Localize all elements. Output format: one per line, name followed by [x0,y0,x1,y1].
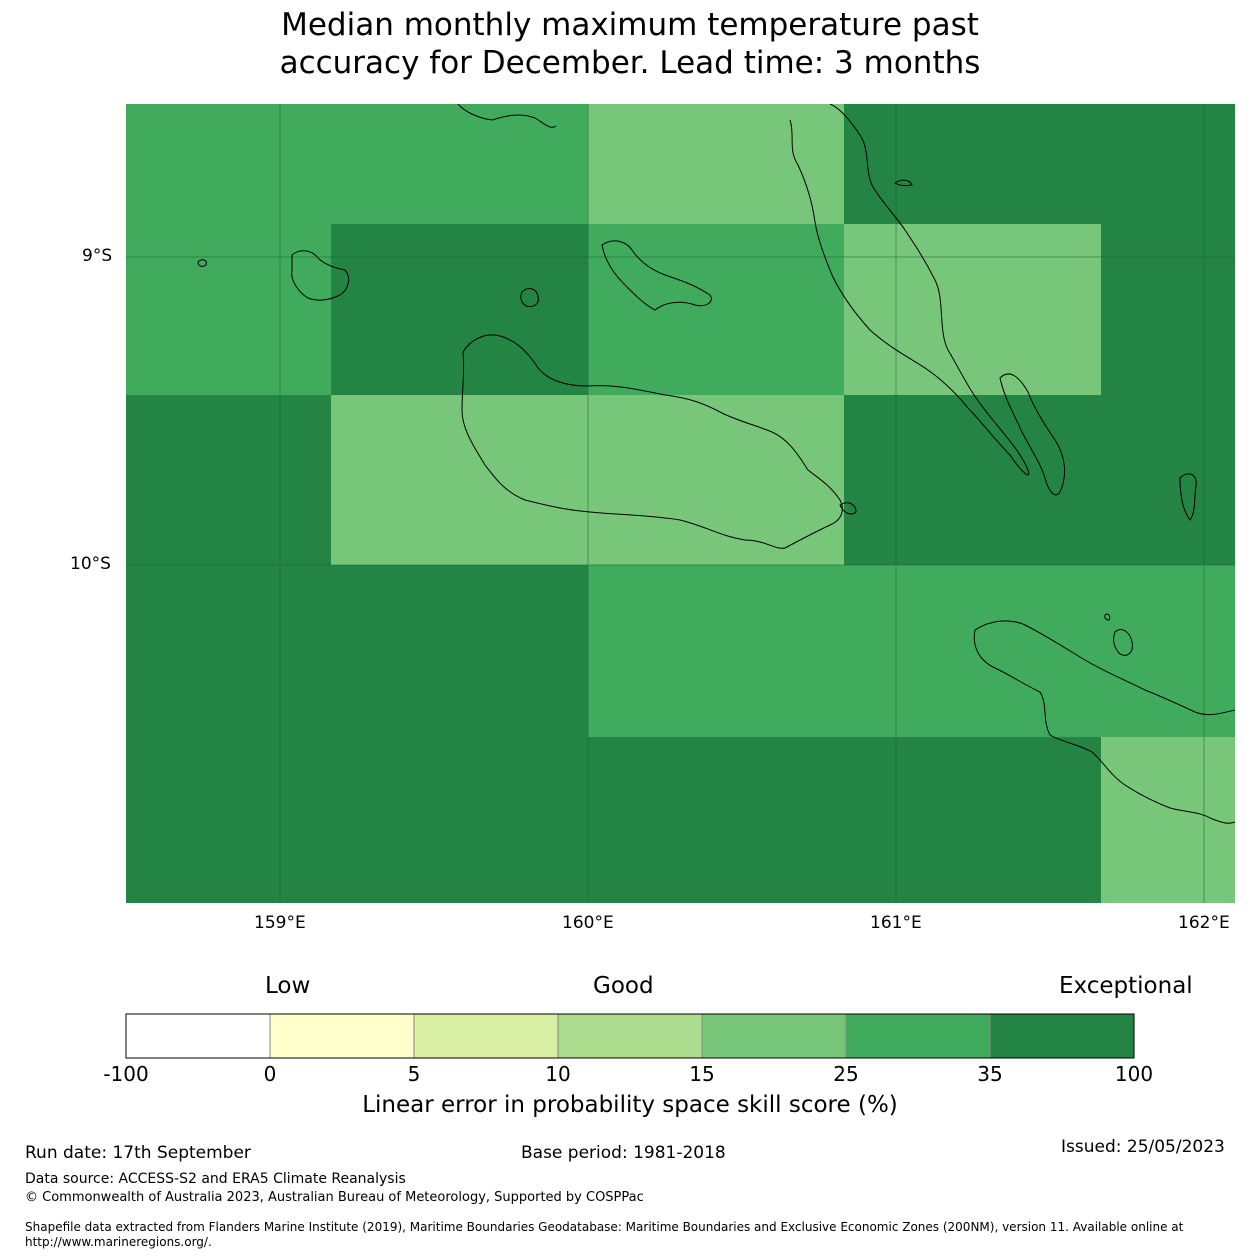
colorbar-category-low: Low [265,973,311,999]
skill-cell [588,104,844,224]
colorbar-tick-label: 35 [977,1062,1003,1086]
lon-tick-label: 159°E [254,913,306,933]
colorbar-tick-label: 0 [263,1062,277,1086]
colorbar-category-exceptional: Exceptional [1059,973,1193,999]
coastline-islet-4 [894,179,913,187]
coastline-ngella-north [457,104,557,128]
lon-tick-label: 160°E [562,913,614,933]
page-title: Median monthly maximum temperature past … [0,6,1260,82]
skill-cell [844,224,1101,395]
lat-tick-label: 9°S [82,246,113,266]
base-period: Base period: 1981-2018 [521,1143,726,1163]
skill-cell [126,565,588,737]
coastline-guadalcanal [461,334,843,549]
data-source: Data source: ACCESS-S2 and ERA5 Climate … [25,1171,406,1187]
lon-tick-label: 162°E [1178,913,1230,933]
coastline-islet-3 [1104,613,1111,621]
skill-cell [126,395,331,565]
skill-cell [331,224,588,395]
colorbar-swatch-25-35 [846,1014,990,1058]
colorbar-swatch-0-5 [270,1014,414,1058]
colorbar-swatch-35-100 [990,1014,1134,1058]
run-date: Run date: 17th September [25,1143,251,1163]
coastline-malaita [789,104,1030,476]
coastlines [197,104,1235,824]
issued-date: Issued: 25/05/2023 [1061,1137,1225,1157]
coastline-savo [520,288,539,307]
colorbar [125,1013,1135,1059]
colorbar-frame [125,1013,1135,1059]
colorbar-swatch-neg100-0 [126,1014,270,1058]
skill-grid [126,104,1235,903]
coastline-ulawa [1113,629,1133,656]
skill-cell [126,224,331,395]
colorbar-tick-label: -100 [103,1062,149,1086]
lat-tick-label: 10°S [70,554,111,574]
coastline-islet [197,259,207,267]
skill-cell [844,104,1235,224]
coastline-malaita-south [999,373,1066,496]
coastline-maramasike [1179,473,1197,521]
skill-cell [126,737,1101,903]
colorbar-title: Linear error in probability space skill … [362,1092,898,1118]
title-line-1: Median monthly maximum temperature past [281,7,979,43]
colorbar-swatch-5-10 [414,1014,558,1058]
colorbar-swatch-10-15 [558,1014,702,1058]
coastline-islet-2 [839,502,857,515]
colorbar-tick-label: 100 [1114,1062,1154,1086]
colorbar-category-good: Good [593,973,654,999]
lon-tick-label: 161°E [870,913,922,933]
coastline-makira [973,620,1235,824]
skill-cell [844,395,1235,565]
shapefile-credit: Shapefile data extracted from Flanders M… [25,1220,1184,1249]
graticule [126,104,1235,903]
coastline-russell-islands [291,250,350,301]
skill-cell [588,565,1235,737]
skill-cell [588,224,844,395]
skill-cell [126,104,588,224]
skill-cell [1101,737,1235,903]
colorbar-tick-label: 15 [689,1062,715,1086]
colorbar-tick-label: 25 [833,1062,859,1086]
title-line-2: accuracy for December. Lead time: 3 mont… [279,45,981,81]
colorbar-tick-label: 10 [545,1062,571,1086]
skill-cell [1101,224,1235,395]
colorbar-tick-label: 5 [407,1062,421,1086]
coastline-florida-islands [601,240,712,311]
colorbar-swatch-15-25 [702,1014,846,1058]
copyright: © Commonwealth of Australia 2023, Austra… [25,1190,644,1205]
